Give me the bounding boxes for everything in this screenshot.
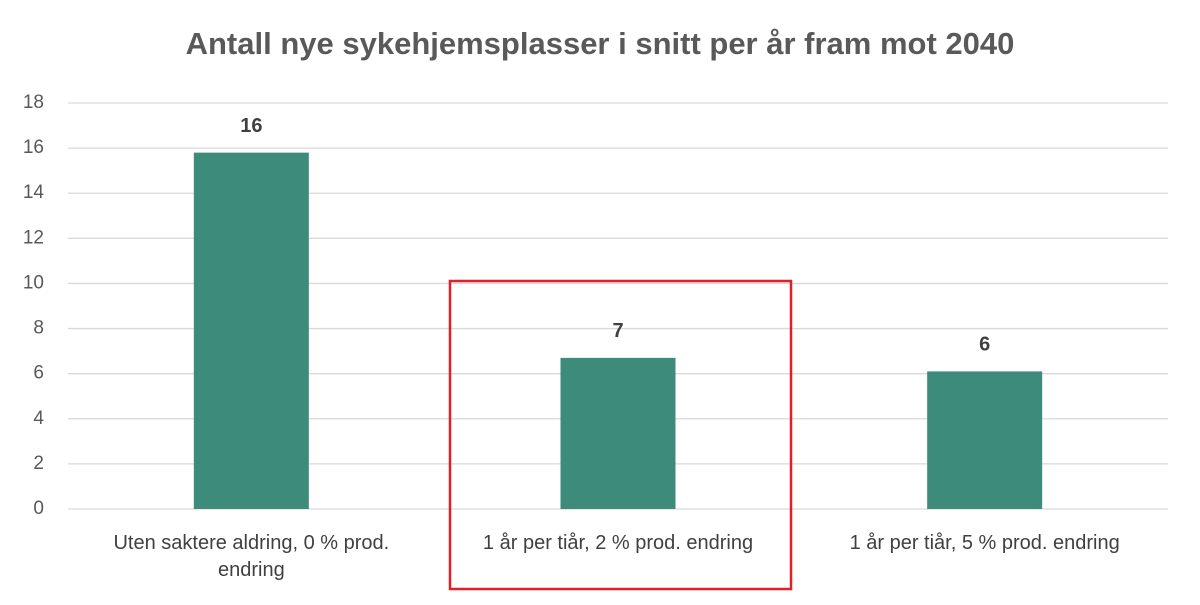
bar [927,371,1043,509]
value-label: 7 [612,320,623,342]
highlight-box [448,279,793,591]
y-tick-label: 2 [33,453,44,474]
y-tick-label: 8 [33,318,44,339]
y-tick-label: 18 [23,92,44,113]
x-tick-label: 1 år per tiår, 2 % prod. endring [482,532,754,554]
y-tick-label: 10 [23,272,44,293]
bar [560,357,676,509]
y-tick-label: 14 [23,182,45,203]
x-tick-label: 1 år per tiår, 5 % prod. endring [849,532,1120,554]
bar [193,152,309,509]
y-tick-label: 12 [23,227,44,248]
value-label: 6 [979,334,990,356]
value-label: 16 [240,115,262,137]
y-tick-label: 6 [33,363,44,384]
y-tick-label: 0 [33,498,44,519]
y-tick-label: 16 [23,137,44,158]
y-tick-label: 4 [33,408,44,429]
chart-title: Antall nye sykehjemsplasser i snitt per … [186,26,1015,61]
x-tick-label: Uten saktere aldring, 0 % prod. endring [113,532,390,581]
